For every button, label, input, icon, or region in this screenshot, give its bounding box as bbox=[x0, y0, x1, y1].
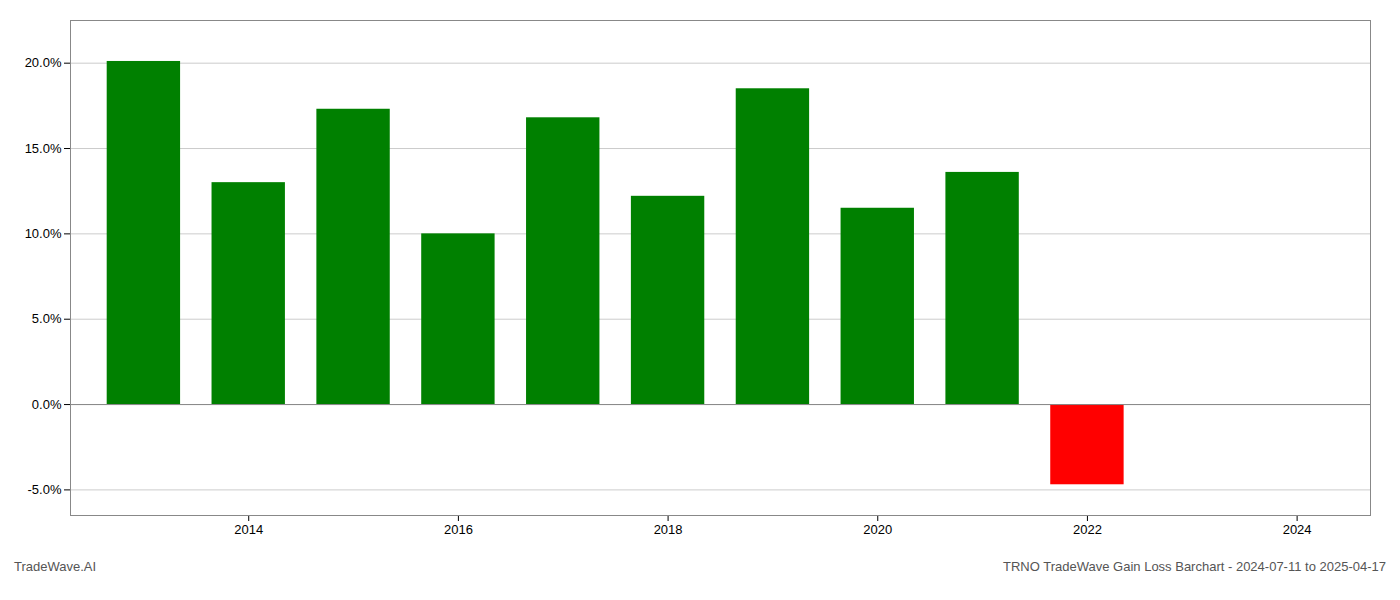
html-text:TradeWave.AI: TradeWave.AI bbox=[14, 559, 97, 574]
svg-text:2020: 2020 bbox=[863, 522, 892, 537]
svg-text:15.0%: 15.0% bbox=[25, 141, 62, 156]
svg-text:5.0%: 5.0% bbox=[32, 311, 62, 326]
svg-text:2022: 2022 bbox=[1073, 522, 1102, 537]
svg-text:2016: 2016 bbox=[444, 522, 473, 537]
svg-text:-5.0%: -5.0% bbox=[28, 482, 62, 497]
svg-text:2014: 2014 bbox=[234, 522, 263, 537]
svg-text:2018: 2018 bbox=[654, 522, 683, 537]
svg-text:10.0%: 10.0% bbox=[25, 226, 62, 241]
svg-text:0.0%: 0.0% bbox=[32, 397, 62, 412]
svg-text:20.0%: 20.0% bbox=[25, 55, 62, 70]
html-text:TRNO TradeWave Gain Loss Barch: TRNO TradeWave Gain Loss Barchart - 2024… bbox=[1003, 559, 1386, 574]
svg-text:2024: 2024 bbox=[1283, 522, 1312, 537]
